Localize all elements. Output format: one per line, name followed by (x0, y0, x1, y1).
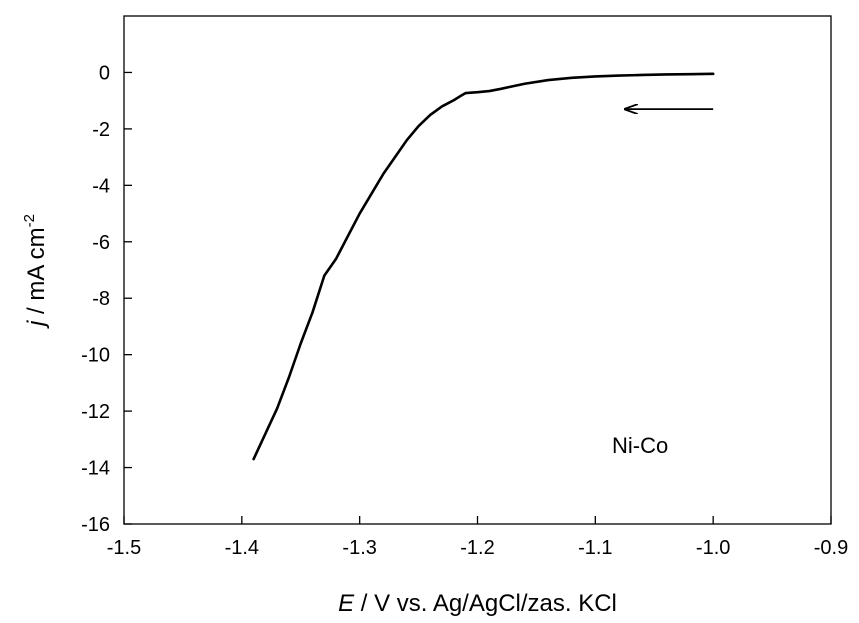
y-tick-label: -6 (92, 232, 110, 254)
x-axis-ticks: -1.5 -1.4 -1.3 -1.2 -1.1 -1.0 -0.9 (107, 516, 848, 559)
x-tick-label: -1.0 (696, 537, 730, 559)
y-tick-label: -10 (81, 345, 110, 367)
x-tick-label: -1.2 (460, 537, 494, 559)
sample-label: Ni-Co (612, 433, 668, 458)
y-tick-label: -14 (81, 458, 110, 480)
y-axis-title: j / mA cm-2 (21, 214, 50, 329)
x-tick-label: -1.3 (342, 537, 376, 559)
x-tick-label: -0.9 (814, 537, 848, 559)
y-axis-title-symbol: j (23, 320, 50, 329)
x-tick-label: -1.1 (578, 537, 612, 559)
y-axis-ticks: 0 -2 -4 -6 -8 -10 -12 -14 -16 (81, 62, 132, 536)
y-axis-title-text: / mA cm (23, 227, 50, 320)
x-tick-label: -1.5 (107, 537, 141, 559)
x-axis-title: E / V vs. Ag/AgCl/zas. KCl (338, 590, 617, 617)
y-tick-label: -12 (81, 401, 110, 423)
x-axis-title-text: / V vs. Ag/AgCl/zas. KCl (354, 590, 617, 617)
x-tick-label: -1.4 (225, 537, 259, 559)
series-line (252, 72, 715, 461)
y-axis-title-superscript: -2 (21, 214, 38, 227)
x-axis-title-symbol: E (338, 590, 355, 617)
y-tick-label: -2 (92, 119, 110, 141)
y-tick-label: -8 (92, 288, 110, 310)
y-tick-label: 0 (99, 62, 110, 84)
plot-frame (123, 15, 832, 525)
y-tick-label: -16 (81, 514, 110, 536)
y-tick-label: -4 (92, 175, 110, 197)
